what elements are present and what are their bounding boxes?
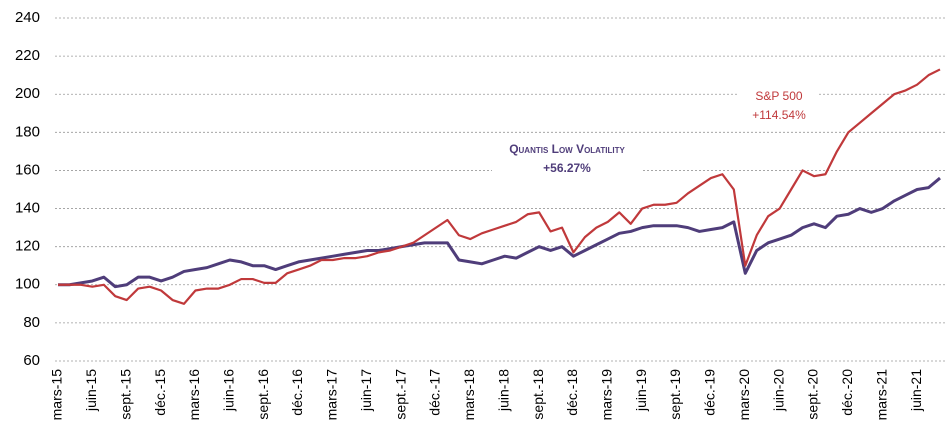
x-tick-label: mars-21 bbox=[873, 369, 889, 421]
x-tick-label: sept.-19 bbox=[667, 369, 683, 420]
x-tick-label: juin-20 bbox=[770, 369, 786, 412]
x-tick-label: déc.-15 bbox=[152, 369, 168, 416]
y-tick-label: 60 bbox=[23, 352, 40, 369]
x-tick-label: mars-20 bbox=[736, 369, 752, 421]
annotation-name: Quantis Low Volatility bbox=[509, 142, 625, 156]
y-tick-label: 120 bbox=[15, 238, 40, 255]
x-tick-label: juin-21 bbox=[908, 369, 924, 412]
x-tick-label: juin-19 bbox=[633, 369, 649, 412]
y-tick-label: 240 bbox=[15, 9, 40, 26]
y-tick-label: 200 bbox=[15, 85, 40, 102]
x-tick-label: déc.-19 bbox=[702, 369, 718, 416]
y-tick-label: 80 bbox=[23, 314, 40, 331]
y-tick-label: 220 bbox=[15, 47, 40, 64]
x-tick-label: mars-17 bbox=[324, 369, 340, 421]
x-tick-label: juin-17 bbox=[358, 369, 374, 412]
y-tick-label: 100 bbox=[15, 276, 40, 293]
y-tick-label: 180 bbox=[15, 123, 40, 140]
y-tick-label: 160 bbox=[15, 161, 40, 178]
x-tick-label: juin-15 bbox=[83, 369, 99, 412]
x-tick-label: mars-19 bbox=[599, 369, 615, 421]
x-tick-label: sept.-16 bbox=[255, 369, 271, 420]
annotation-value: +114.54% bbox=[752, 108, 806, 122]
x-tick-label: sept.-15 bbox=[117, 369, 133, 420]
x-tick-label: déc.-17 bbox=[427, 369, 443, 416]
annotation-bg bbox=[492, 137, 642, 183]
series-line bbox=[58, 68, 941, 305]
x-tick-label: sept.-18 bbox=[530, 369, 546, 420]
x-tick-label: sept.-20 bbox=[805, 369, 821, 420]
y-tick-label: 140 bbox=[15, 200, 40, 217]
series-line bbox=[58, 176, 941, 289]
x-tick-label: juin-16 bbox=[221, 369, 237, 412]
annotation-bg bbox=[739, 84, 819, 130]
x-tick-label: juin-18 bbox=[495, 369, 511, 412]
x-tick-label: mars-15 bbox=[49, 369, 65, 421]
x-tick-label: déc.-20 bbox=[839, 369, 855, 416]
x-tick-label: sept.-17 bbox=[392, 369, 408, 420]
x-tick-label: mars-18 bbox=[461, 369, 477, 421]
annotation-name: S&P 500 bbox=[755, 89, 802, 103]
x-tick-label: déc.-16 bbox=[289, 369, 305, 416]
annotation-value: +56.27% bbox=[543, 161, 591, 175]
x-tick-label: déc.-18 bbox=[564, 369, 580, 416]
x-tick-label: mars-16 bbox=[186, 369, 202, 421]
